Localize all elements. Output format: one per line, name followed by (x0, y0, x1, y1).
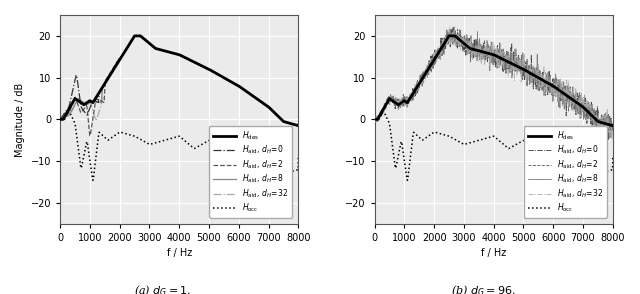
Y-axis label: Magnitude / dB: Magnitude / dB (15, 82, 25, 156)
Text: (a) $d_G = 1$.: (a) $d_G = 1$. (134, 283, 192, 294)
Legend: $H_\mathrm{des}$, $H_\mathrm{aid},\,d_H\!=\!0$, $H_\mathrm{aid},\,d_H\!=\!2$, $H: $H_\mathrm{des}$, $H_\mathrm{aid},\,d_H\… (524, 126, 607, 218)
X-axis label: f / Hz: f / Hz (481, 248, 506, 258)
Text: (b) $d_G = 96$.: (b) $d_G = 96$. (451, 283, 516, 294)
Legend: $H_\mathrm{des}$, $H_\mathrm{aid},\,d_H\!=\!0$, $H_\mathrm{aid},\,d_H\!=\!2$, $H: $H_\mathrm{des}$, $H_\mathrm{aid},\,d_H\… (209, 126, 292, 218)
X-axis label: f / Hz: f / Hz (166, 248, 192, 258)
